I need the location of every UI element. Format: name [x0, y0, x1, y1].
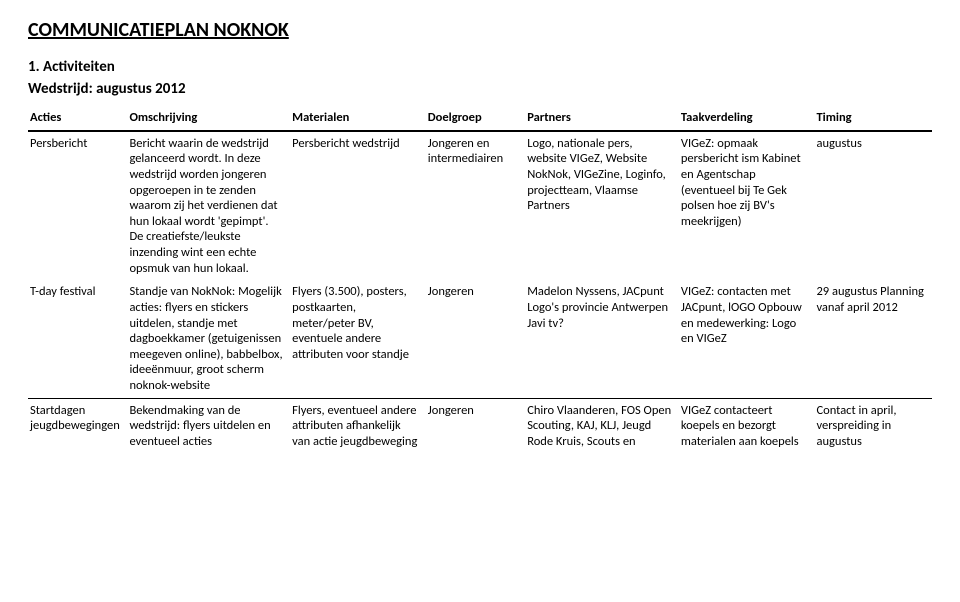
cell-taakverdeling: VIGeZ: contacten met JACpunt, lOGO Opbou… [679, 280, 815, 398]
cell-omschrijving: Bekendmaking van de wedstrijd: flyers ui… [127, 398, 290, 453]
col-omschrijving: Omschrijving [127, 106, 290, 131]
cell-acties: Startdagen jeugdbewegingen [28, 398, 127, 453]
cell-materialen: Persbericht wedstrijd [290, 131, 426, 281]
cell-partners: Chiro Vlaanderen, FOS Open Scouting, KAJ… [525, 398, 679, 453]
table-header-row: Acties Omschrijving Materialen Doelgroep… [28, 106, 932, 131]
table-row: T-day festival Standje van NokNok: Mogel… [28, 280, 932, 398]
activity-heading: Wedstrijd: augustus 2012 [28, 80, 932, 98]
cell-taakverdeling: VIGeZ contacteert koepels en bezorgt mat… [679, 398, 815, 453]
cell-partners: Logo, nationale pers, website VIGeZ, Web… [525, 131, 679, 281]
doc-title: COMMUNICATIEPLAN NOKNOK [28, 18, 932, 42]
cell-doelgroep: Jongeren [426, 280, 525, 398]
cell-doelgroep: Jongeren en intermediairen [426, 131, 525, 281]
cell-partners: Madelon Nyssens, JACpunt Logo's provinci… [525, 280, 679, 398]
cell-taakverdeling: VIGeZ: opmaak persbericht ism Kabinet en… [679, 131, 815, 281]
cell-omschrijving: Bericht waarin de wedstrijd gelanceerd w… [127, 131, 290, 281]
col-taakverdeling: Taakverdeling [679, 106, 815, 131]
col-acties: Acties [28, 106, 127, 131]
section-heading: 1. Activiteiten [28, 58, 932, 76]
col-doelgroep: Doelgroep [426, 106, 525, 131]
cell-materialen: Flyers (3.500), posters, postkaarten, me… [290, 280, 426, 398]
cell-timing: augustus [814, 131, 932, 281]
cell-acties: T-day festival [28, 280, 127, 398]
cell-materialen: Flyers, eventueel andere attributen afha… [290, 398, 426, 453]
col-timing: Timing [814, 106, 932, 131]
plan-table: Acties Omschrijving Materialen Doelgroep… [28, 106, 932, 454]
cell-omschrijving: Standje van NokNok: Mogelijk acties: fly… [127, 280, 290, 398]
col-materialen: Materialen [290, 106, 426, 131]
cell-timing: Contact in april, verspreiding in august… [814, 398, 932, 453]
cell-acties: Persbericht [28, 131, 127, 281]
cell-doelgroep: Jongeren [426, 398, 525, 453]
table-row: Startdagen jeugdbewegingen Bekendmaking … [28, 398, 932, 453]
table-row: Persbericht Bericht waarin de wedstrijd … [28, 131, 932, 281]
col-partners: Partners [525, 106, 679, 131]
cell-timing: 29 augustus Planning vanaf april 2012 [814, 280, 932, 398]
page: COMMUNICATIEPLAN NOKNOK 1. Activiteiten … [0, 0, 960, 454]
